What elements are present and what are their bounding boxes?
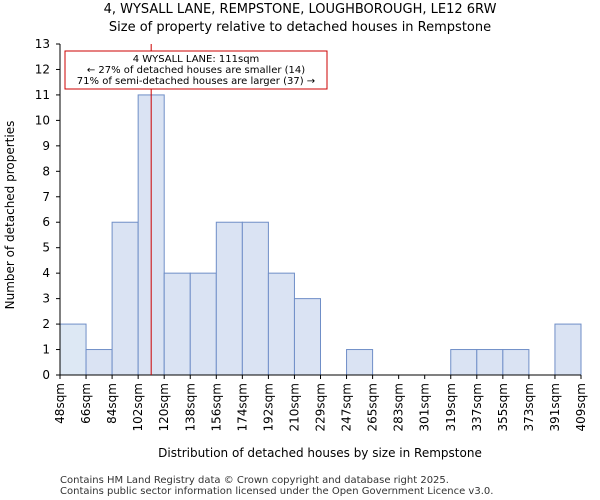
x-tick-label: 337sqm [470, 383, 484, 431]
bar-391sqm [554, 323, 582, 376]
x-tick-label: 265sqm [366, 383, 380, 431]
y-tick-label: 13 [35, 37, 50, 51]
bar-84sqm [111, 221, 139, 376]
bar-319sqm [450, 349, 478, 376]
y-tick-label: 2 [42, 317, 50, 331]
bar-48sqm [59, 323, 87, 376]
y-axis-label: Number of detached properties [3, 121, 17, 310]
y-tick-label: 11 [35, 88, 50, 102]
x-tick-label: 355sqm [496, 383, 510, 431]
bars-group [59, 94, 582, 376]
x-axis: 48sqm 66sqm 84sqm 102sqm 120sqm 138sqm 156sqm 1… [53, 374, 588, 431]
bar-120sqm [163, 272, 191, 376]
x-tick-label: 229sqm [314, 383, 328, 431]
x-tick-label: 210sqm [287, 383, 301, 431]
x-tick-label: 373sqm [522, 383, 536, 431]
annotation-line-3: 71% of semi-detached houses are larger (… [77, 76, 315, 87]
x-tick-label: 283sqm [392, 383, 406, 431]
y-tick-label: 6 [42, 215, 50, 229]
bar-156sqm [215, 221, 243, 376]
y-tick-label: 7 [42, 190, 50, 204]
annotation-line-1: 4 WYSALL LANE: 111sqm [133, 54, 260, 65]
y-tick-label: 0 [42, 368, 50, 382]
y-tick-label: 12 [35, 62, 50, 76]
x-tick-label: 102sqm [131, 383, 145, 431]
footer-line-2: Contains public sector information licen… [60, 486, 493, 497]
x-tick-label: 409sqm [574, 383, 588, 431]
bar-355sqm [502, 349, 530, 376]
x-tick-label: 319sqm [444, 383, 458, 431]
y-tick-label: 8 [42, 164, 50, 178]
y-tick-label: 4 [42, 266, 50, 280]
chart-title: 4, WYSALL LANE, REMPSTONE, LOUGHBOROUGH,… [104, 2, 497, 17]
x-tick-label: 156sqm [209, 383, 223, 431]
x-tick-label: 247sqm [340, 383, 354, 431]
x-tick-label: 192sqm [261, 383, 275, 431]
bar-66sqm [85, 349, 113, 376]
annotation-line-2: ← 27% of detached houses are smaller (14… [87, 65, 305, 76]
bar-247sqm [346, 349, 374, 376]
chart-subtitle: Size of property relative to detached ho… [109, 20, 491, 35]
bar-174sqm [241, 221, 269, 376]
y-tick-label: 1 [42, 343, 50, 357]
bar-138sqm [189, 272, 217, 376]
bar-210sqm [293, 298, 322, 376]
x-tick-label: 301sqm [418, 383, 432, 431]
x-tick-label: 120sqm [157, 383, 171, 431]
y-tick-label: 3 [42, 292, 50, 306]
footer-line-1: Contains HM Land Registry data © Crown c… [60, 475, 449, 486]
x-tick-label: 48sqm [53, 383, 67, 424]
x-tick-label: 391sqm [548, 383, 562, 431]
x-tick-label: 138sqm [183, 383, 197, 431]
y-tick-label: 10 [35, 113, 50, 127]
bar-337sqm [476, 349, 504, 376]
x-tick-label: 174sqm [235, 383, 249, 431]
annotation-box: 4 WYSALL LANE: 111sqm ← 27% of detached … [64, 50, 328, 90]
x-tick-label: 66sqm [79, 383, 93, 424]
bar-192sqm [267, 272, 295, 376]
y-tick-label: 9 [42, 139, 50, 153]
y-tick-label: 5 [42, 241, 50, 255]
annotation-frame [64, 50, 328, 90]
x-tick-label: 84sqm [105, 383, 119, 424]
x-axis-label: Distribution of detached houses by size … [158, 446, 482, 460]
